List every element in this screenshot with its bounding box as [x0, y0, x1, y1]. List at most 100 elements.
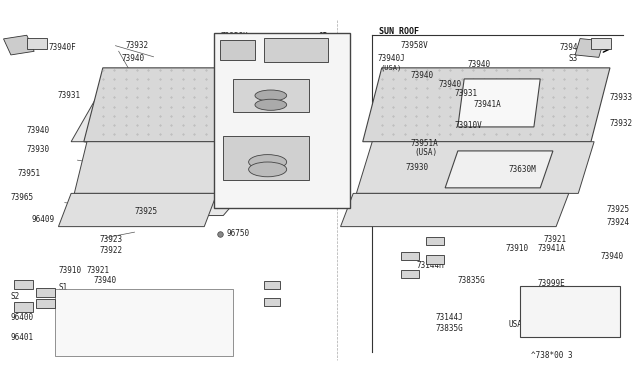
Bar [27, 38, 47, 49]
Text: S3:08510-51642〆20〇SCREW: S3:08510-51642〆20〇SCREW [58, 314, 150, 320]
Polygon shape [58, 193, 217, 227]
Bar [401, 252, 419, 260]
Text: USA: USA [509, 320, 522, 329]
Text: S1:08513-61012〆60〇SCREW: S1:08513-61012〆60〇SCREW [58, 295, 150, 302]
Text: 96401: 96401 [11, 333, 34, 342]
Text: 73951A: 73951A [545, 291, 573, 299]
Text: 73910V: 73910V [454, 121, 483, 129]
Polygon shape [340, 193, 569, 227]
Text: 73930: 73930 [27, 145, 50, 154]
Text: 73962(LH): 73962(LH) [293, 92, 332, 99]
Polygon shape [445, 151, 553, 188]
Polygon shape [356, 142, 594, 193]
Text: S5: S5 [274, 124, 282, 130]
Bar [14, 280, 33, 289]
Text: 73958V: 73958V [401, 41, 429, 50]
Polygon shape [71, 97, 236, 142]
Text: 73932: 73932 [125, 41, 148, 50]
Text: 73835G: 73835G [436, 324, 463, 333]
Polygon shape [115, 186, 248, 215]
Text: 73921: 73921 [87, 266, 110, 275]
Polygon shape [74, 142, 243, 193]
Text: 73951: 73951 [17, 169, 40, 177]
Text: 73999E: 73999E [537, 279, 565, 288]
Bar [426, 237, 444, 245]
Bar [520, 286, 620, 337]
Text: 73931: 73931 [454, 89, 478, 98]
Text: 73940: 73940 [600, 251, 623, 261]
Bar [575, 39, 604, 57]
Text: 73940J: 73940J [378, 54, 405, 63]
Bar [233, 79, 309, 112]
Bar [55, 289, 233, 356]
Text: 96400: 96400 [11, 312, 34, 321]
Text: 73933: 73933 [610, 93, 633, 102]
Text: 73939M: 73939M [293, 47, 321, 56]
Bar [264, 38, 328, 62]
Bar [36, 288, 55, 297]
Text: USA   73940J: USA 73940J [525, 314, 577, 320]
Text: 73940F: 73940F [559, 43, 587, 52]
Text: 73940: 73940 [122, 54, 145, 63]
Bar [214, 33, 350, 208]
Ellipse shape [255, 99, 287, 110]
Bar [14, 302, 33, 311]
Text: 73940J: 73940J [543, 320, 571, 329]
Text: 73958U: 73958U [220, 32, 248, 41]
Bar [220, 40, 255, 61]
Bar [591, 38, 611, 49]
Text: S1: S1 [58, 283, 68, 292]
Text: (USA): (USA) [415, 148, 438, 157]
Text: 73835G: 73835G [458, 276, 486, 285]
Text: S4: S4 [216, 181, 224, 187]
Text: 73924: 73924 [607, 218, 630, 227]
Text: 73630M: 73630M [509, 165, 536, 174]
Text: S5:08440-61612〆40〇SCREW: S5:08440-61612〆40〇SCREW [58, 332, 150, 339]
Text: (USA): (USA) [381, 65, 402, 71]
Bar [264, 281, 280, 289]
Text: (USA): (USA) [293, 83, 314, 90]
Polygon shape [84, 68, 268, 142]
Text: OP.: OP. [318, 32, 332, 41]
Text: 73951A: 73951A [410, 139, 438, 148]
Text: 73940F: 73940F [49, 43, 77, 52]
Text: 73965: 73965 [11, 193, 34, 202]
Text: 73910: 73910 [58, 266, 81, 275]
Bar [401, 270, 419, 278]
Text: 73940: 73940 [467, 60, 490, 69]
Polygon shape [103, 160, 248, 193]
Text: 96750: 96750 [227, 230, 250, 238]
Text: 73940: 73940 [439, 80, 462, 89]
Text: 73144H: 73144H [417, 261, 444, 270]
Text: 73922: 73922 [100, 246, 123, 255]
Ellipse shape [248, 155, 287, 169]
Text: (USA): (USA) [293, 102, 314, 108]
Bar [264, 298, 280, 306]
Text: ^738*00 3: ^738*00 3 [531, 351, 572, 360]
Bar [426, 256, 444, 263]
Text: 73941A: 73941A [537, 244, 565, 253]
Text: 73918(RH): 73918(RH) [233, 159, 272, 165]
Text: S2: S2 [57, 298, 67, 307]
Bar [3, 35, 34, 55]
Text: SUN ROOF: SUN ROOF [379, 27, 419, 36]
Text: 73940: 73940 [410, 71, 433, 80]
Polygon shape [363, 68, 610, 142]
Text: 73941A: 73941A [474, 100, 501, 109]
Polygon shape [87, 131, 239, 167]
Bar [36, 299, 55, 308]
Text: 73961(RH): 73961(RH) [293, 74, 332, 80]
Text: 73923: 73923 [100, 235, 123, 244]
Text: 96409: 96409 [32, 215, 55, 224]
Polygon shape [458, 79, 540, 127]
Text: 73921: 73921 [543, 235, 566, 244]
Text: 73940: 73940 [93, 276, 116, 285]
Text: 73930: 73930 [406, 163, 429, 172]
Ellipse shape [248, 162, 287, 177]
Text: 73144J: 73144J [436, 312, 463, 321]
Text: S2: S2 [11, 292, 20, 301]
Text: 73940: 73940 [27, 126, 50, 135]
Text: 73932: 73932 [610, 119, 633, 128]
Text: 73925: 73925 [607, 205, 630, 215]
Text: 73931: 73931 [57, 91, 80, 100]
